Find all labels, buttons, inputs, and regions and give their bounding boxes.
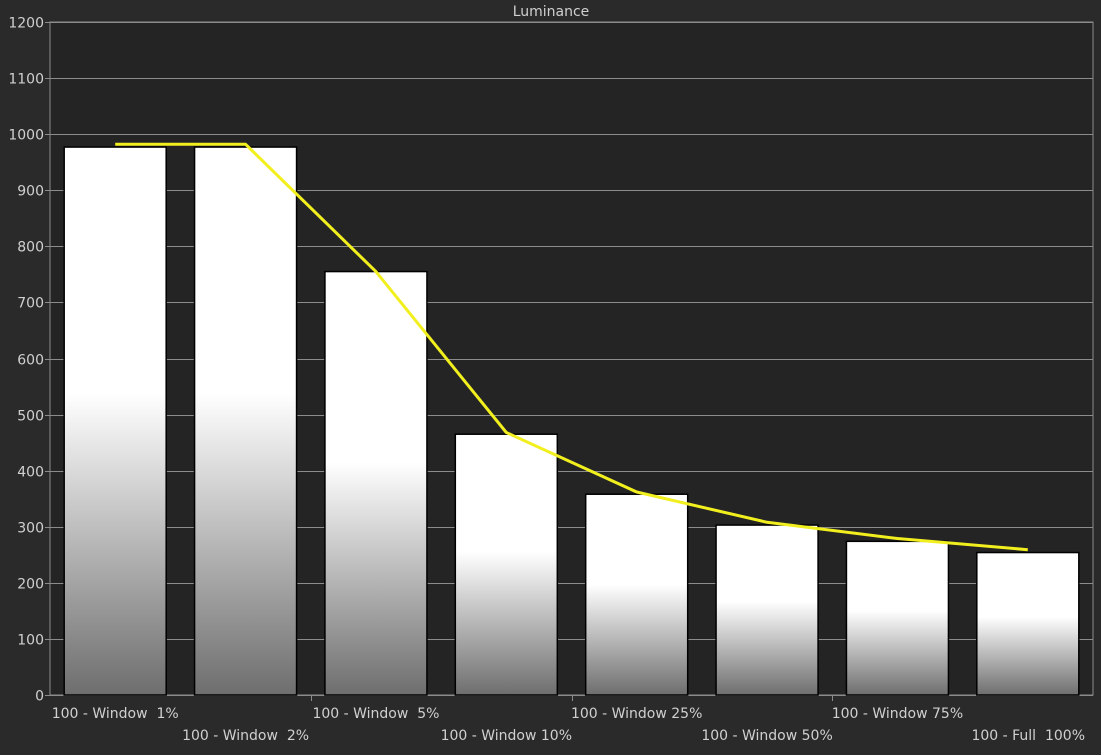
x-tick-label: 100 - Window 10% [441,728,572,744]
bars [63,146,1080,696]
y-tick-label: 600 [17,353,44,369]
line-series [115,142,1028,552]
y-axis-tick-labels: 0 100 200 300 400 500 600 700 800 900 1000 1100 1200 [8,16,50,705]
bar [454,433,559,696]
x-axis-tick-labels: 100 - Window 1%100 - Window 2%100 - Wind… [52,695,1085,744]
x-tick-label: 100 - Window 2% [182,728,309,744]
bar [63,146,167,696]
series-line [115,142,1028,552]
y-tick-label: 1100 [8,72,44,88]
chart-title: Luminance [513,4,590,20]
y-tick-label: 1000 [8,128,44,144]
x-tick-label: 100 - Window 50% [701,728,832,744]
bar [845,540,950,696]
y-tick-label: 800 [17,240,44,256]
x-tick-label: 100 - Window 5% [312,706,439,722]
bar [584,493,689,696]
bar [715,524,819,696]
y-tick-label: 400 [17,465,44,481]
bar [976,551,1080,696]
y-tick-label: 900 [17,184,44,200]
x-tick-label: 100 - Full 100% [971,728,1085,744]
bar [324,270,428,696]
y-tick-label: 300 [17,521,44,537]
x-tick-label: 100 - Window 1% [52,706,179,722]
x-tick-label: 100 - Window 75% [832,706,963,722]
x-tick-label: 100 - Window 25% [571,706,702,722]
y-tick-label: 500 [17,409,44,425]
y-tick-label: 1200 [8,16,44,32]
y-tick-label: 700 [17,296,44,312]
y-tick-label: 100 [17,633,44,649]
y-tick-label: 0 [35,689,44,705]
y-tick-label: 200 [17,577,44,593]
bar [193,146,298,696]
